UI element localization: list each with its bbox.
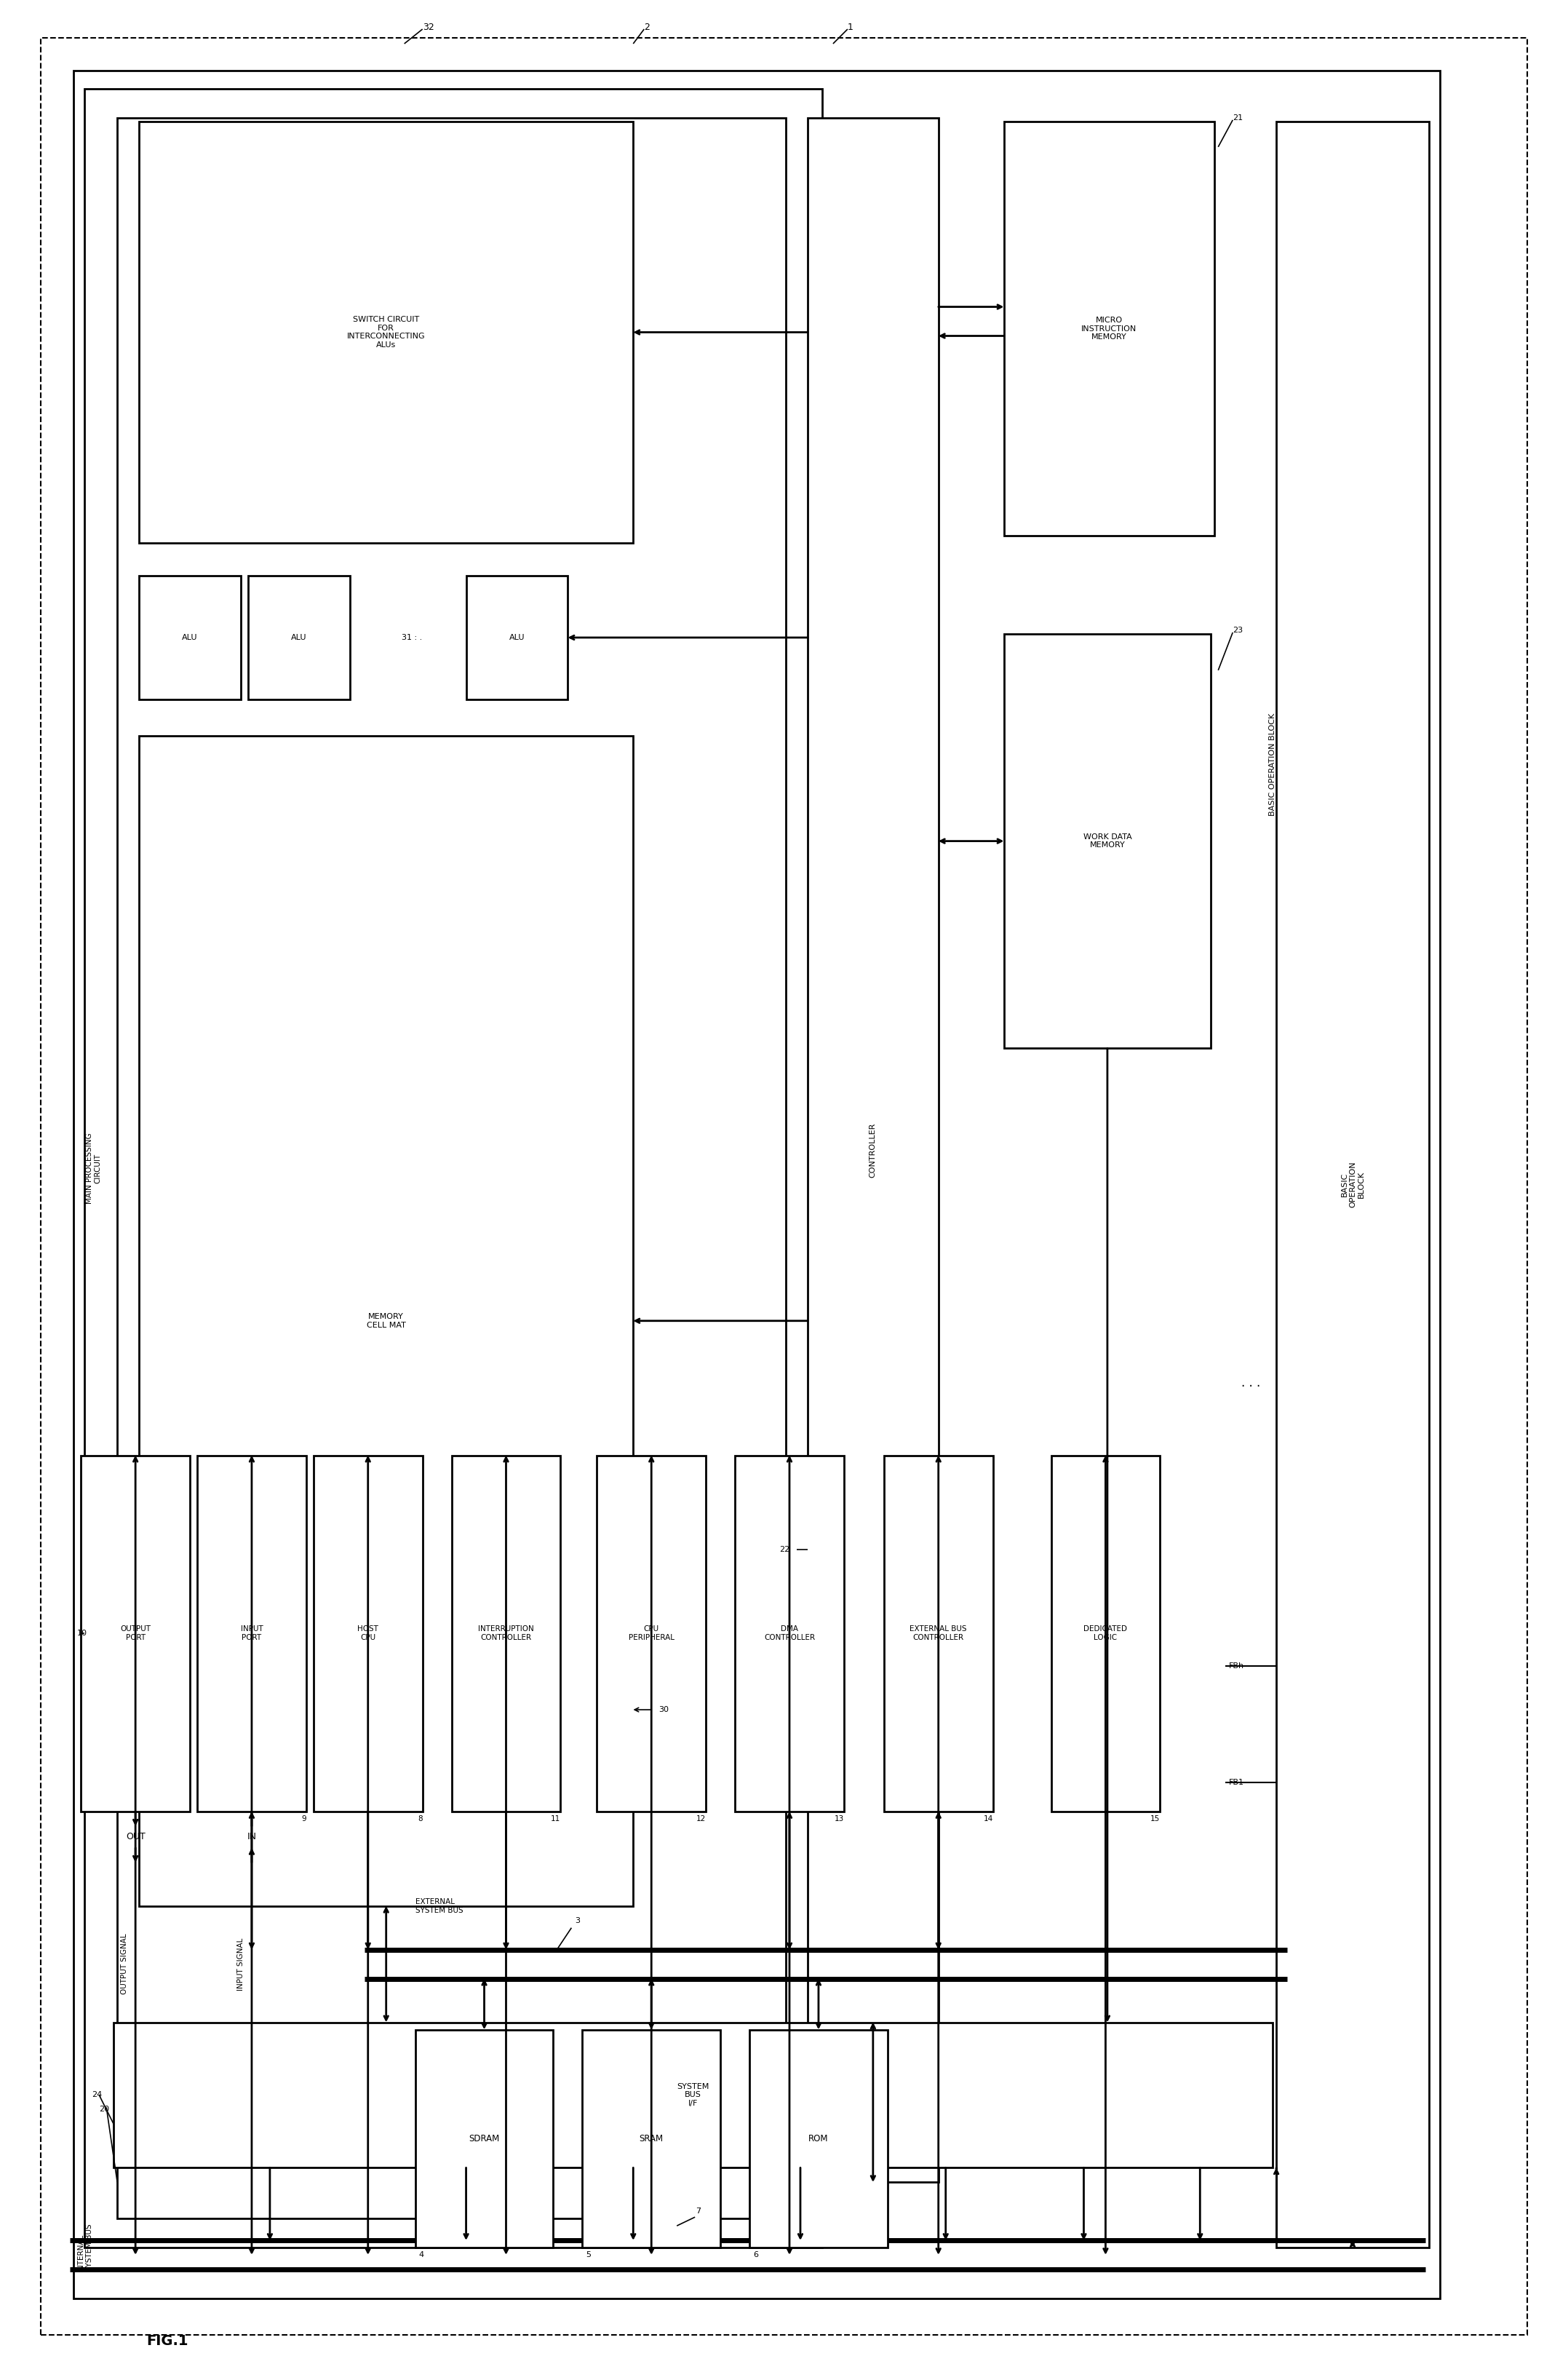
Bar (314, 1456, 422, 1812)
Text: ROM: ROM (809, 2135, 828, 2144)
Text: 13: 13 (834, 1815, 844, 1822)
Text: 24: 24 (93, 2092, 102, 2099)
Text: 23: 23 (1232, 626, 1243, 633)
Bar (85, 88, 822, 2249)
Text: 14: 14 (983, 1815, 993, 1822)
Text: ALU: ALU (182, 633, 198, 640)
Text: 20: 20 (99, 2106, 110, 2113)
Text: OUT: OUT (125, 1831, 146, 1841)
Text: INTERRUPTION
CONTROLLER: INTERRUPTION CONTROLLER (478, 1625, 535, 1641)
Bar (597, 1456, 706, 1812)
Text: 9: 9 (301, 1815, 306, 1822)
Text: 22: 22 (779, 1547, 789, 1554)
Bar (1004, 121, 1215, 536)
Bar (198, 1456, 306, 1812)
Bar (735, 1456, 844, 1812)
Bar (1276, 121, 1428, 2249)
Text: BASIC
OPERATION
BLOCK: BASIC OPERATION BLOCK (1341, 1162, 1364, 1207)
Text: MICRO
INSTRUCTION
MEMORY: MICRO INSTRUCTION MEMORY (1082, 315, 1137, 342)
Bar (808, 119, 938, 2182)
Text: . . .: . . . (1242, 1376, 1261, 1390)
Text: FIG.1: FIG.1 (146, 2334, 188, 2348)
Text: 11: 11 (550, 1815, 560, 1822)
Bar (74, 71, 1439, 2298)
Text: INPUT
PORT: INPUT PORT (240, 1625, 263, 1641)
Text: 31 : .: 31 : . (401, 633, 422, 640)
Bar (884, 1456, 993, 1812)
Bar (118, 119, 786, 2218)
Bar (750, 2030, 887, 2249)
Bar (82, 1456, 190, 1812)
Text: 2: 2 (644, 21, 649, 31)
Bar (1004, 633, 1210, 1048)
Text: 4: 4 (419, 2251, 423, 2258)
Text: 7: 7 (696, 2208, 701, 2215)
Text: BASIC OPERATION BLOCK: BASIC OPERATION BLOCK (1269, 714, 1276, 816)
Text: 32: 32 (422, 21, 434, 31)
Text: CONTROLLER: CONTROLLER (869, 1122, 877, 1177)
Bar (248, 576, 350, 700)
Bar (113, 2023, 1273, 2168)
Text: 8: 8 (417, 1815, 422, 1822)
Text: EXTERNAL
SYSTEM BUS: EXTERNAL SYSTEM BUS (416, 1898, 463, 1914)
Bar (416, 2030, 554, 2249)
Text: INPUT SIGNAL: INPUT SIGNAL (237, 1938, 245, 1990)
Text: FB1: FB1 (1229, 1779, 1245, 1786)
Text: SWITCH CIRCUIT
FOR
INTERCONNECTING
ALUs: SWITCH CIRCUIT FOR INTERCONNECTING ALUs (347, 315, 425, 349)
Text: ALU: ALU (510, 633, 525, 640)
Text: DEDICATED
LOGIC: DEDICATED LOGIC (1083, 1625, 1127, 1641)
Text: EXTERNAL BUS
CONTROLLER: EXTERNAL BUS CONTROLLER (909, 1625, 967, 1641)
Text: DMA
CONTROLLER: DMA CONTROLLER (764, 1625, 815, 1641)
Text: FBh: FBh (1229, 1663, 1245, 1670)
Text: 15: 15 (1151, 1815, 1160, 1822)
Text: 6: 6 (753, 2251, 759, 2258)
Text: OUTPUT
PORT: OUTPUT PORT (121, 1625, 151, 1641)
Bar (140, 576, 241, 700)
Bar (140, 121, 633, 543)
Text: 1: 1 (848, 21, 853, 31)
Text: MEMORY
CELL MAT: MEMORY CELL MAT (367, 1314, 406, 1328)
Text: OUTPUT SIGNAL: OUTPUT SIGNAL (121, 1933, 129, 1995)
Bar (466, 576, 568, 700)
Text: 30: 30 (659, 1705, 670, 1713)
Bar (582, 2030, 720, 2249)
Text: IN: IN (248, 1831, 257, 1841)
Text: 12: 12 (696, 1815, 706, 1822)
Text: SDRAM: SDRAM (469, 2135, 500, 2144)
Text: WORK DATA
MEMORY: WORK DATA MEMORY (1083, 833, 1132, 849)
Text: INTERNAL
SYSTEM BUS: INTERNAL SYSTEM BUS (77, 2223, 93, 2272)
Bar (140, 735, 633, 1907)
Text: HOST
CPU: HOST CPU (358, 1625, 378, 1641)
Text: 3: 3 (575, 1917, 580, 1924)
Text: SRAM: SRAM (640, 2135, 663, 2144)
Text: CPU
PERIPHERAL: CPU PERIPHERAL (629, 1625, 674, 1641)
Bar (452, 1456, 560, 1812)
Text: 21: 21 (1232, 114, 1243, 121)
Text: 5: 5 (586, 2251, 591, 2258)
Text: 10: 10 (77, 1630, 88, 1637)
Bar (1051, 1456, 1160, 1812)
Text: MAIN PROCESSING
CIRCUIT: MAIN PROCESSING CIRCUIT (86, 1134, 102, 1203)
Text: SYSTEM
BUS
I/F: SYSTEM BUS I/F (677, 2083, 709, 2106)
Text: ALU: ALU (292, 633, 307, 640)
